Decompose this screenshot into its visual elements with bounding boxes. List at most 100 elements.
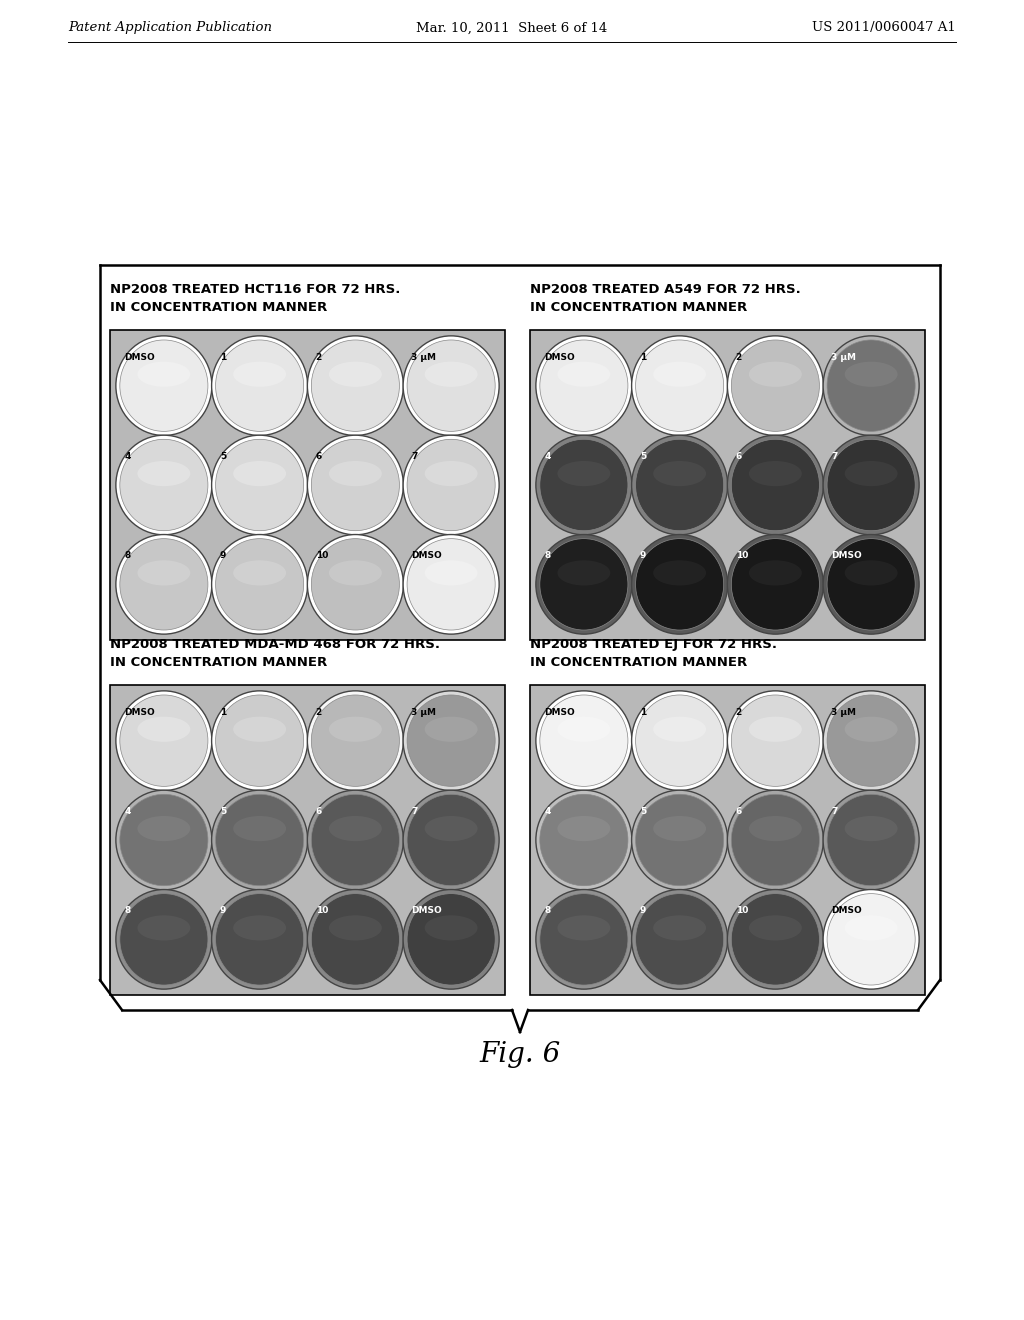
- Ellipse shape: [329, 561, 382, 586]
- Ellipse shape: [329, 717, 382, 742]
- Text: DMSO: DMSO: [124, 352, 155, 362]
- Text: NP2008 TREATED HCT116 FOR 72 HRS.: NP2008 TREATED HCT116 FOR 72 HRS.: [110, 282, 400, 296]
- Text: 10: 10: [735, 552, 749, 561]
- Ellipse shape: [137, 362, 190, 387]
- Ellipse shape: [311, 539, 399, 630]
- Ellipse shape: [653, 461, 707, 486]
- Text: 2: 2: [735, 708, 742, 717]
- Text: 7: 7: [412, 807, 418, 816]
- Text: 6: 6: [315, 807, 322, 816]
- Ellipse shape: [425, 561, 477, 586]
- Ellipse shape: [727, 791, 823, 890]
- Ellipse shape: [731, 894, 819, 985]
- Ellipse shape: [827, 694, 915, 787]
- Text: 4: 4: [544, 807, 551, 816]
- Ellipse shape: [823, 535, 920, 634]
- Ellipse shape: [307, 436, 403, 535]
- Bar: [110, 330, 505, 640]
- Ellipse shape: [120, 894, 208, 985]
- Ellipse shape: [233, 362, 286, 387]
- Ellipse shape: [540, 440, 628, 531]
- Ellipse shape: [425, 915, 477, 940]
- Ellipse shape: [823, 791, 920, 890]
- Ellipse shape: [233, 915, 286, 940]
- Ellipse shape: [727, 436, 823, 535]
- Ellipse shape: [540, 694, 628, 787]
- Ellipse shape: [845, 561, 898, 586]
- Text: 8: 8: [124, 907, 130, 916]
- Ellipse shape: [307, 791, 403, 890]
- Ellipse shape: [216, 795, 304, 886]
- Ellipse shape: [823, 890, 920, 989]
- Ellipse shape: [212, 335, 307, 436]
- Ellipse shape: [116, 535, 212, 634]
- Ellipse shape: [329, 461, 382, 486]
- Text: DMSO: DMSO: [412, 907, 442, 916]
- Ellipse shape: [311, 694, 399, 787]
- Text: 10: 10: [735, 907, 749, 916]
- Text: DMSO: DMSO: [412, 552, 442, 561]
- Text: 3 µM: 3 µM: [412, 352, 436, 362]
- Ellipse shape: [632, 436, 728, 535]
- Ellipse shape: [116, 436, 212, 535]
- Ellipse shape: [749, 717, 802, 742]
- Text: 3 µM: 3 µM: [412, 708, 436, 717]
- Ellipse shape: [425, 717, 477, 742]
- Ellipse shape: [307, 890, 403, 989]
- Ellipse shape: [536, 335, 632, 436]
- Ellipse shape: [329, 362, 382, 387]
- Text: 2: 2: [315, 352, 322, 362]
- Ellipse shape: [557, 362, 610, 387]
- Text: 9: 9: [640, 907, 646, 916]
- Ellipse shape: [311, 341, 399, 432]
- Ellipse shape: [727, 890, 823, 989]
- Text: US 2011/0060047 A1: US 2011/0060047 A1: [812, 21, 956, 34]
- Ellipse shape: [653, 915, 707, 940]
- Text: 5: 5: [220, 453, 226, 461]
- Ellipse shape: [636, 440, 724, 531]
- Ellipse shape: [216, 539, 304, 630]
- Bar: [530, 685, 925, 995]
- Ellipse shape: [731, 341, 819, 432]
- Ellipse shape: [216, 440, 304, 531]
- Text: DMSO: DMSO: [124, 708, 155, 717]
- Ellipse shape: [408, 894, 496, 985]
- Ellipse shape: [731, 440, 819, 531]
- Ellipse shape: [137, 561, 190, 586]
- Text: DMSO: DMSO: [544, 708, 575, 717]
- Text: 1: 1: [640, 352, 646, 362]
- Ellipse shape: [425, 362, 477, 387]
- Ellipse shape: [307, 690, 403, 791]
- Ellipse shape: [216, 694, 304, 787]
- Ellipse shape: [137, 717, 190, 742]
- Ellipse shape: [827, 795, 915, 886]
- Ellipse shape: [233, 561, 286, 586]
- Ellipse shape: [425, 461, 477, 486]
- Ellipse shape: [845, 362, 898, 387]
- Text: 6: 6: [735, 453, 742, 461]
- Ellipse shape: [540, 341, 628, 432]
- Ellipse shape: [632, 690, 728, 791]
- Ellipse shape: [636, 341, 724, 432]
- Ellipse shape: [329, 915, 382, 940]
- Ellipse shape: [845, 915, 898, 940]
- Ellipse shape: [216, 341, 304, 432]
- Ellipse shape: [653, 816, 707, 841]
- Text: 5: 5: [220, 807, 226, 816]
- Ellipse shape: [408, 539, 496, 630]
- Text: DMSO: DMSO: [544, 352, 575, 362]
- Ellipse shape: [636, 795, 724, 886]
- Ellipse shape: [120, 341, 208, 432]
- Text: IN CONCENTRATION MANNER: IN CONCENTRATION MANNER: [530, 301, 748, 314]
- Ellipse shape: [137, 461, 190, 486]
- Ellipse shape: [403, 436, 499, 535]
- Text: Mar. 10, 2011  Sheet 6 of 14: Mar. 10, 2011 Sheet 6 of 14: [417, 21, 607, 34]
- Ellipse shape: [653, 717, 707, 742]
- Text: DMSO: DMSO: [831, 552, 862, 561]
- Ellipse shape: [557, 915, 610, 940]
- Text: 10: 10: [315, 552, 328, 561]
- Text: 5: 5: [640, 453, 646, 461]
- Ellipse shape: [212, 690, 307, 791]
- Bar: [110, 685, 505, 995]
- Text: NP2008 TREATED MDA-MD 468 FOR 72 HRS.: NP2008 TREATED MDA-MD 468 FOR 72 HRS.: [110, 638, 440, 651]
